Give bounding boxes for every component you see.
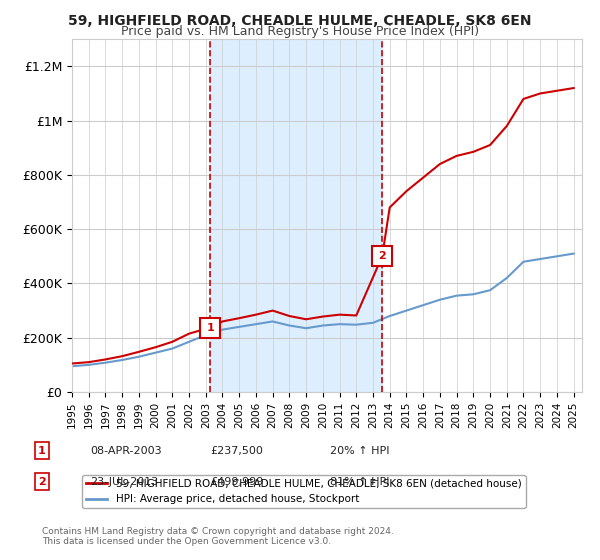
Text: 23-JUL-2013: 23-JUL-2013	[90, 477, 158, 487]
Text: 08-APR-2003: 08-APR-2003	[90, 446, 161, 456]
Text: Price paid vs. HM Land Registry's House Price Index (HPI): Price paid vs. HM Land Registry's House …	[121, 25, 479, 38]
Text: £499,999: £499,999	[210, 477, 263, 487]
Text: 1: 1	[38, 446, 46, 456]
Text: 20% ↑ HPI: 20% ↑ HPI	[330, 446, 389, 456]
Text: 2: 2	[379, 251, 386, 262]
Text: Contains HM Land Registry data © Crown copyright and database right 2024.
This d: Contains HM Land Registry data © Crown c…	[42, 526, 394, 546]
Text: 59, HIGHFIELD ROAD, CHEADLE HULME, CHEADLE, SK8 6EN: 59, HIGHFIELD ROAD, CHEADLE HULME, CHEAD…	[68, 14, 532, 28]
Text: £237,500: £237,500	[210, 446, 263, 456]
Text: 1: 1	[206, 323, 214, 333]
Bar	[210, 39, 382, 392]
Text: 2: 2	[38, 477, 46, 487]
Legend: 59, HIGHFIELD ROAD, CHEADLE HULME, CHEADLE, SK8 6EN (detached house), HPI: Avera: 59, HIGHFIELD ROAD, CHEADLE HULME, CHEAD…	[82, 475, 526, 508]
Text: 81% ↑ HPI: 81% ↑ HPI	[330, 477, 389, 487]
